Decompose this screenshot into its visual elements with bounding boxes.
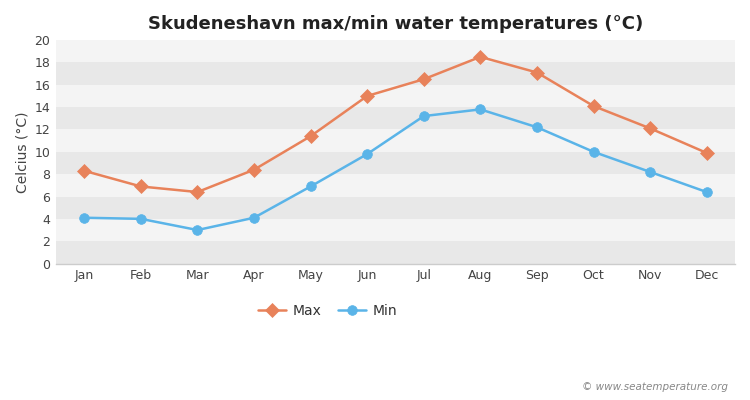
Max (476, 54, 484, 59)
Max (532, 70, 542, 75)
Min (306, 184, 315, 189)
Bar (56, 241, 735, 264)
Bar (56, 219, 735, 241)
Min (419, 114, 428, 118)
Min (589, 150, 598, 154)
Y-axis label: Celcius (°C): Celcius (°C) (15, 111, 29, 192)
Max (419, 77, 428, 82)
Text: © www.seatemperature.org: © www.seatemperature.org (581, 382, 728, 392)
Max (646, 126, 655, 131)
Bar (56, 196, 735, 219)
Min (532, 125, 542, 130)
Max (702, 150, 711, 155)
Min (702, 190, 711, 194)
Max (136, 184, 146, 189)
Min (476, 107, 484, 112)
Bar (56, 62, 735, 85)
Bar (56, 107, 735, 130)
Max (250, 167, 259, 172)
Min (136, 216, 146, 221)
Min (250, 215, 259, 220)
Bar (56, 85, 735, 107)
Bar (56, 130, 735, 152)
Min (646, 170, 655, 174)
Line: Max: Max (80, 52, 712, 197)
Min (80, 215, 88, 220)
Max (306, 134, 315, 138)
Line: Min: Min (80, 104, 712, 235)
Max (589, 104, 598, 108)
Max (80, 168, 88, 173)
Max (193, 190, 202, 194)
Max (363, 94, 372, 98)
Bar (56, 152, 735, 174)
Bar (56, 174, 735, 196)
Bar (56, 40, 735, 62)
Min (363, 152, 372, 156)
Legend: Max, Min: Max, Min (252, 298, 403, 324)
Min (193, 228, 202, 232)
Title: Skudeneshavn max/min water temperatures (°C): Skudeneshavn max/min water temperatures … (148, 15, 643, 33)
